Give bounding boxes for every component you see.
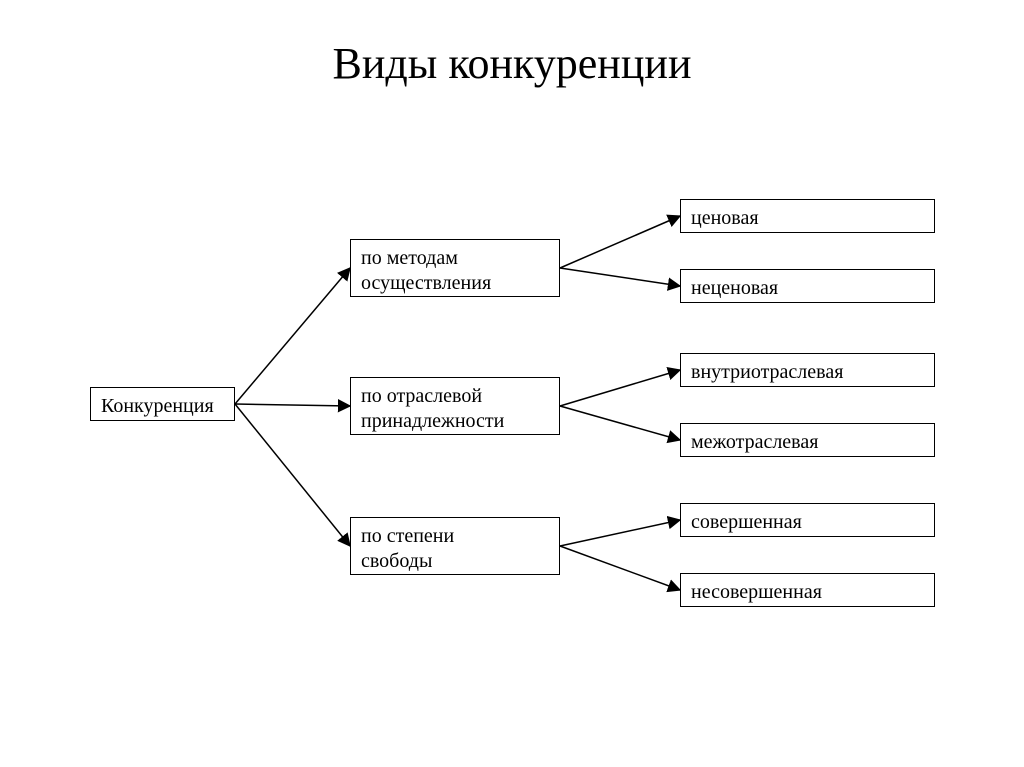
- node-l1: ценовая: [680, 199, 935, 233]
- node-l3-line: внутриотраслевая: [691, 361, 843, 383]
- node-m2: по отраслевой принадлежности: [350, 377, 560, 435]
- node-l3: внутриотраслевая: [680, 353, 935, 387]
- node-l2-line: неценовая: [691, 277, 778, 299]
- edge-m1-l1: [560, 216, 680, 268]
- edge-m3-l5: [560, 520, 680, 546]
- edge-m2-l4: [560, 406, 680, 440]
- node-l5: совершенная: [680, 503, 935, 537]
- node-m1-line: по методам: [361, 247, 458, 269]
- diagram-canvas: Конкуренция по методам осуществления по отр…: [0, 89, 1024, 709]
- node-m3-line: по степени: [361, 525, 454, 547]
- node-l1-line: ценовая: [691, 207, 759, 229]
- edge-m2-l3: [560, 370, 680, 406]
- node-m2-line: принадлежности: [361, 410, 504, 432]
- node-m3-line: свободы: [361, 550, 432, 572]
- edge-m3-l6: [560, 546, 680, 590]
- node-m3: по степени свободы: [350, 517, 560, 575]
- edge-root-m3: [235, 404, 350, 546]
- node-l4-line: межотраслевая: [691, 431, 818, 453]
- node-l6: несовершенная: [680, 573, 935, 607]
- node-m1: по методам осуществления: [350, 239, 560, 297]
- edge-root-m1: [235, 268, 350, 404]
- edge-m1-l2: [560, 268, 680, 286]
- node-m1-line: осуществления: [361, 272, 491, 294]
- diagram-title: Виды конкуренции: [0, 0, 1024, 89]
- node-l2: неценовая: [680, 269, 935, 303]
- node-root: Конкуренция: [90, 387, 235, 421]
- node-root-line: Конкуренция: [101, 395, 214, 417]
- node-l4: межотраслевая: [680, 423, 935, 457]
- node-l6-line: несовершенная: [691, 581, 822, 603]
- node-m2-line: по отраслевой: [361, 385, 482, 407]
- node-l5-line: совершенная: [691, 511, 802, 533]
- edge-root-m2: [235, 404, 350, 406]
